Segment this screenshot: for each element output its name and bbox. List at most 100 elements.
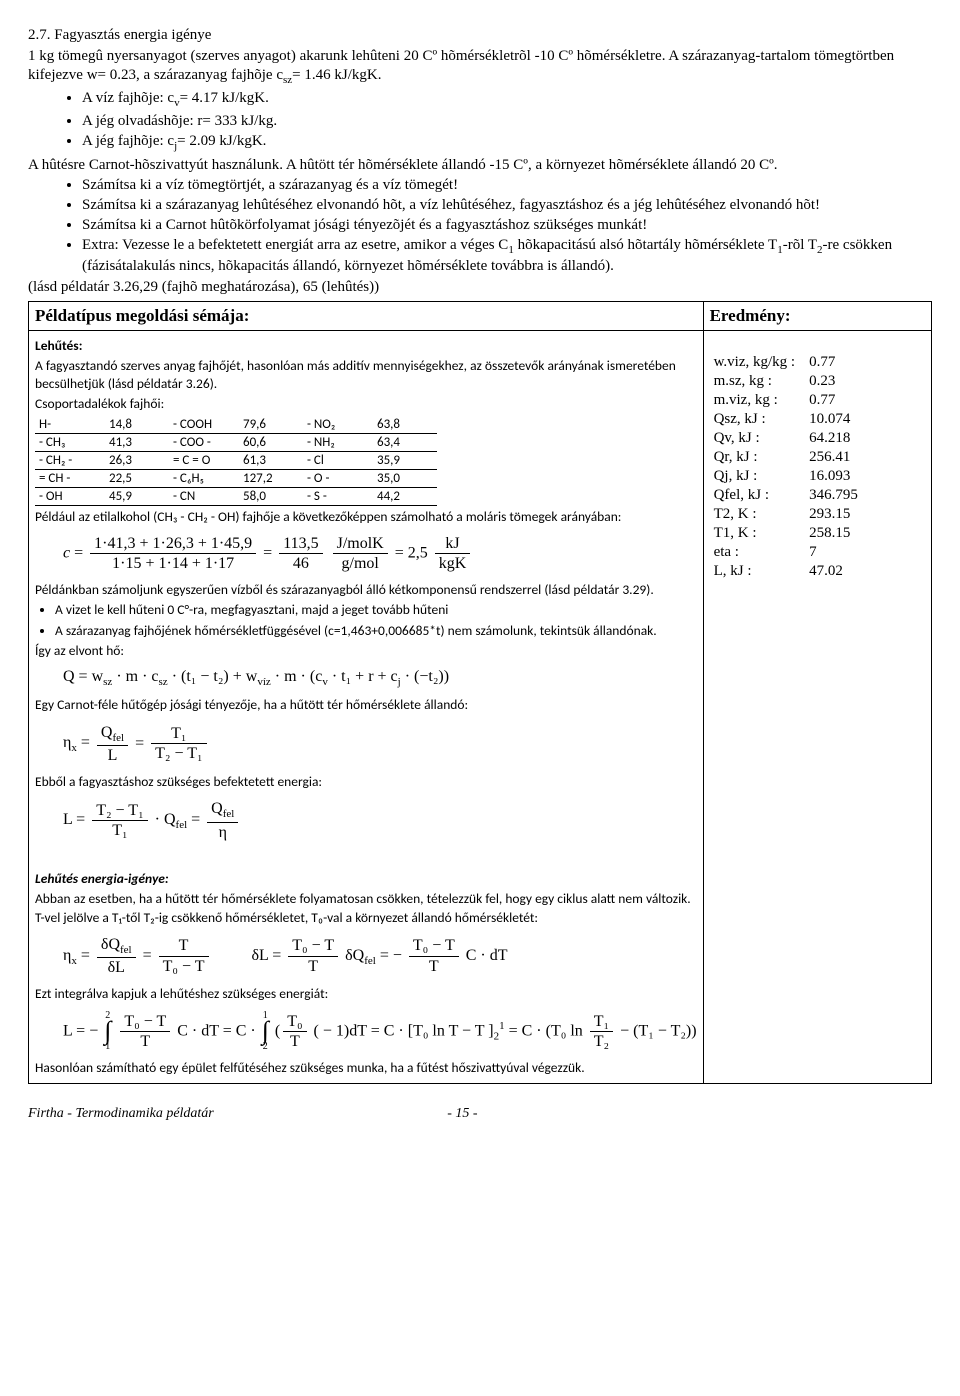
param-cv-b: = 4.17 kJ/kgK. (180, 90, 269, 106)
formula-L: L = T₂ − T₁ T₁ · Qfel = Qfel η (63, 799, 697, 842)
sol-p3: Például az etilalkohol (CH₃ - CH₂ - OH) … (35, 508, 697, 526)
param-cv-a: A víz fajhõje: c (82, 90, 174, 106)
table-cell: 63,8 (373, 416, 437, 434)
result-value: 0.77 (799, 391, 862, 410)
table-cell: 35,0 (373, 469, 437, 487)
table-row: Qsz, kJ :10.074 (710, 410, 862, 429)
task2: Számítsa ki a szárazanyag lehûtéséhez el… (82, 196, 932, 215)
frac-Lint3: T₁ T₂ (590, 1012, 613, 1051)
table-cell: = C = O (169, 451, 239, 469)
table-cell: - O - (303, 469, 373, 487)
table-row: m.viz, kg :0.77 (710, 391, 862, 410)
intro-line-2: A hûtésre Carnot-hõszivattyút használunk… (28, 156, 932, 175)
table-row: m.sz, kg :0.23 (710, 372, 862, 391)
table-row: eta :7 (710, 543, 862, 562)
sol-p4: Példánkban számoljunk egyszerűen vízből … (35, 581, 697, 599)
result-value: 293.15 (799, 505, 862, 524)
lehutes-heading: Lehűtés: (35, 337, 697, 355)
intro-line-1: 1 kg tömegû nyersanyagot (szerves anyago… (28, 47, 932, 88)
formula-c: c = 1·41,3 + 1·26,3 + 1·45,9 1·15 + 1·14… (63, 534, 697, 573)
reference: (lásd példatár 3.26,29 (fajhõ meghatároz… (28, 278, 932, 297)
sol-p1: A fagyasztandó szerves anyag fajhőjét, h… (35, 357, 697, 393)
frac-cu-top: J/molK (333, 534, 388, 554)
Lint-f2-bot: T (283, 1032, 306, 1051)
eta2-f1-bot: δL (97, 958, 136, 977)
result-value: 47.02 (799, 562, 862, 581)
table-cell: 127,2 (239, 469, 303, 487)
eta2-f2-top: T (159, 936, 209, 956)
table-cell: 60,6 (239, 433, 303, 451)
result-label: eta : (710, 543, 800, 562)
frac-c2-top: 113,5 (279, 534, 322, 554)
frac-c1: 1·41,3 + 1·26,3 + 1·45,9 1·15 + 1·14 + 1… (90, 534, 256, 573)
Lint-rhs-pre: = C · (T₀ ln (509, 1022, 583, 1039)
frac-L1: T₂ − T₁ T₁ (92, 801, 147, 840)
result-label: m.viz, kg : (710, 391, 800, 410)
result-value: 64.218 (799, 429, 862, 448)
table-cell: 79,6 (239, 416, 303, 434)
frac-eta2b: T T₀ − T (159, 936, 209, 975)
sol-p9: Ezt integrálva kapjuk a lehűtéshez szüks… (35, 985, 697, 1003)
param-cj-b: = 2.09 kJ/kgK. (177, 133, 266, 149)
dL2-f1-top: T₀ − T (409, 936, 459, 956)
integral-1-icon: ∫21 (104, 1016, 111, 1046)
table-cell: - COOH (169, 416, 239, 434)
eta-f2-bot: T₂ − T₁ (151, 744, 206, 763)
eta-f1-bot: L (97, 746, 128, 765)
task4-a: Extra: Vezesse le a befektetett energiát… (82, 237, 508, 253)
sol-p5: Így az elvont hő: (35, 642, 697, 660)
section-title: 2.7. Fagyasztás energia igénye (28, 26, 932, 45)
eta-f2-top: T₁ (151, 724, 206, 744)
Lint-f1-top: T₀ − T (120, 1012, 170, 1032)
table-row: L, kJ :47.02 (710, 562, 862, 581)
frac-c-rhs: kJ kgK (435, 534, 471, 573)
param-cj: A jég fajhõje: cj= 2.09 kJ/kgK. (82, 132, 932, 154)
table-cell: - C₆H₅ (169, 469, 239, 487)
eta2-f2-bot: T₀ − T (159, 957, 209, 976)
param-list: A víz fajhõje: cv= 4.17 kJ/kgK. A jég ol… (82, 89, 932, 153)
result-value: 346.795 (799, 486, 862, 505)
Lint-mid1: C · dT = C · (177, 1022, 256, 1039)
L-mid: · Qfel = (155, 811, 201, 828)
param-cv: A víz fajhõje: cv= 4.17 kJ/kgK. (82, 89, 932, 111)
frac-L2: Qfel η (207, 799, 238, 842)
table-cell: 63,4 (373, 433, 437, 451)
formula-Lint: L = − ∫21 T₀ − T T C · dT = C · ∫12 ( T₀… (63, 1012, 697, 1051)
L-f1-top: T₂ − T₁ (92, 801, 147, 821)
sol-li2: A szárazanyag fajhőjének hőmérsékletfügg… (55, 622, 697, 640)
table-cell: 26,3 (105, 451, 169, 469)
result-value: 16.093 (799, 467, 862, 486)
result-label: Qfel, kJ : (710, 486, 800, 505)
formula-Q: Q = wsz · m · csz · (t₁ − t₂) + wvíz · m… (63, 668, 697, 688)
table-cell: - COO - (169, 433, 239, 451)
table-row: T1, K :258.15 (710, 524, 862, 543)
table-row: Qr, kJ :256.41 (710, 448, 862, 467)
sol-li1: A vizet le kell hűteni 0 C°-ra, megfagya… (55, 601, 697, 619)
table-cell: = CH - (35, 469, 105, 487)
frac-eta2: T₁ T₂ − T₁ (151, 724, 206, 763)
footer-page: - 15 - (447, 1106, 477, 1122)
table-row: Qv, kJ :64.218 (710, 429, 862, 448)
task4: Extra: Vezesse le a befektetett energiát… (82, 236, 932, 277)
sol-p2: Csoportadalékok fajhői: (35, 395, 697, 413)
frac-c-unit: J/molK g/mol (333, 534, 388, 573)
Lint-lhs: L = − (63, 1022, 98, 1039)
result-label: T1, K : (710, 524, 800, 543)
table-cell: - S - (303, 487, 373, 505)
frac-Lint2: T₀ T (283, 1012, 306, 1051)
result-value: 256.41 (799, 448, 862, 467)
formula-eta2-dL: ηx = δQfel δL = T T₀ − T δL = (63, 935, 697, 978)
table-row: H-14,8- COOH79,6- NO₂63,8 (35, 416, 437, 434)
table-cell: H- (35, 416, 105, 434)
L-f2-top: Qfel (207, 799, 238, 822)
result-value: 258.15 (799, 524, 862, 543)
table-cell: 61,3 (239, 451, 303, 469)
formula-eta: ηx = Qfel L = T₁ T₂ − T₁ (63, 723, 697, 766)
dL-f1-bot: T (288, 957, 338, 976)
table-cell: - CN (169, 487, 239, 505)
table-row: = CH -22,5- C₆H₅127,2- O -35,0 (35, 469, 437, 487)
result-label: Qv, kJ : (710, 429, 800, 448)
result-label: Qr, kJ : (710, 448, 800, 467)
Lint-f3-top: T₁ (590, 1012, 613, 1032)
dL-f1-top: T₀ − T (288, 936, 338, 956)
